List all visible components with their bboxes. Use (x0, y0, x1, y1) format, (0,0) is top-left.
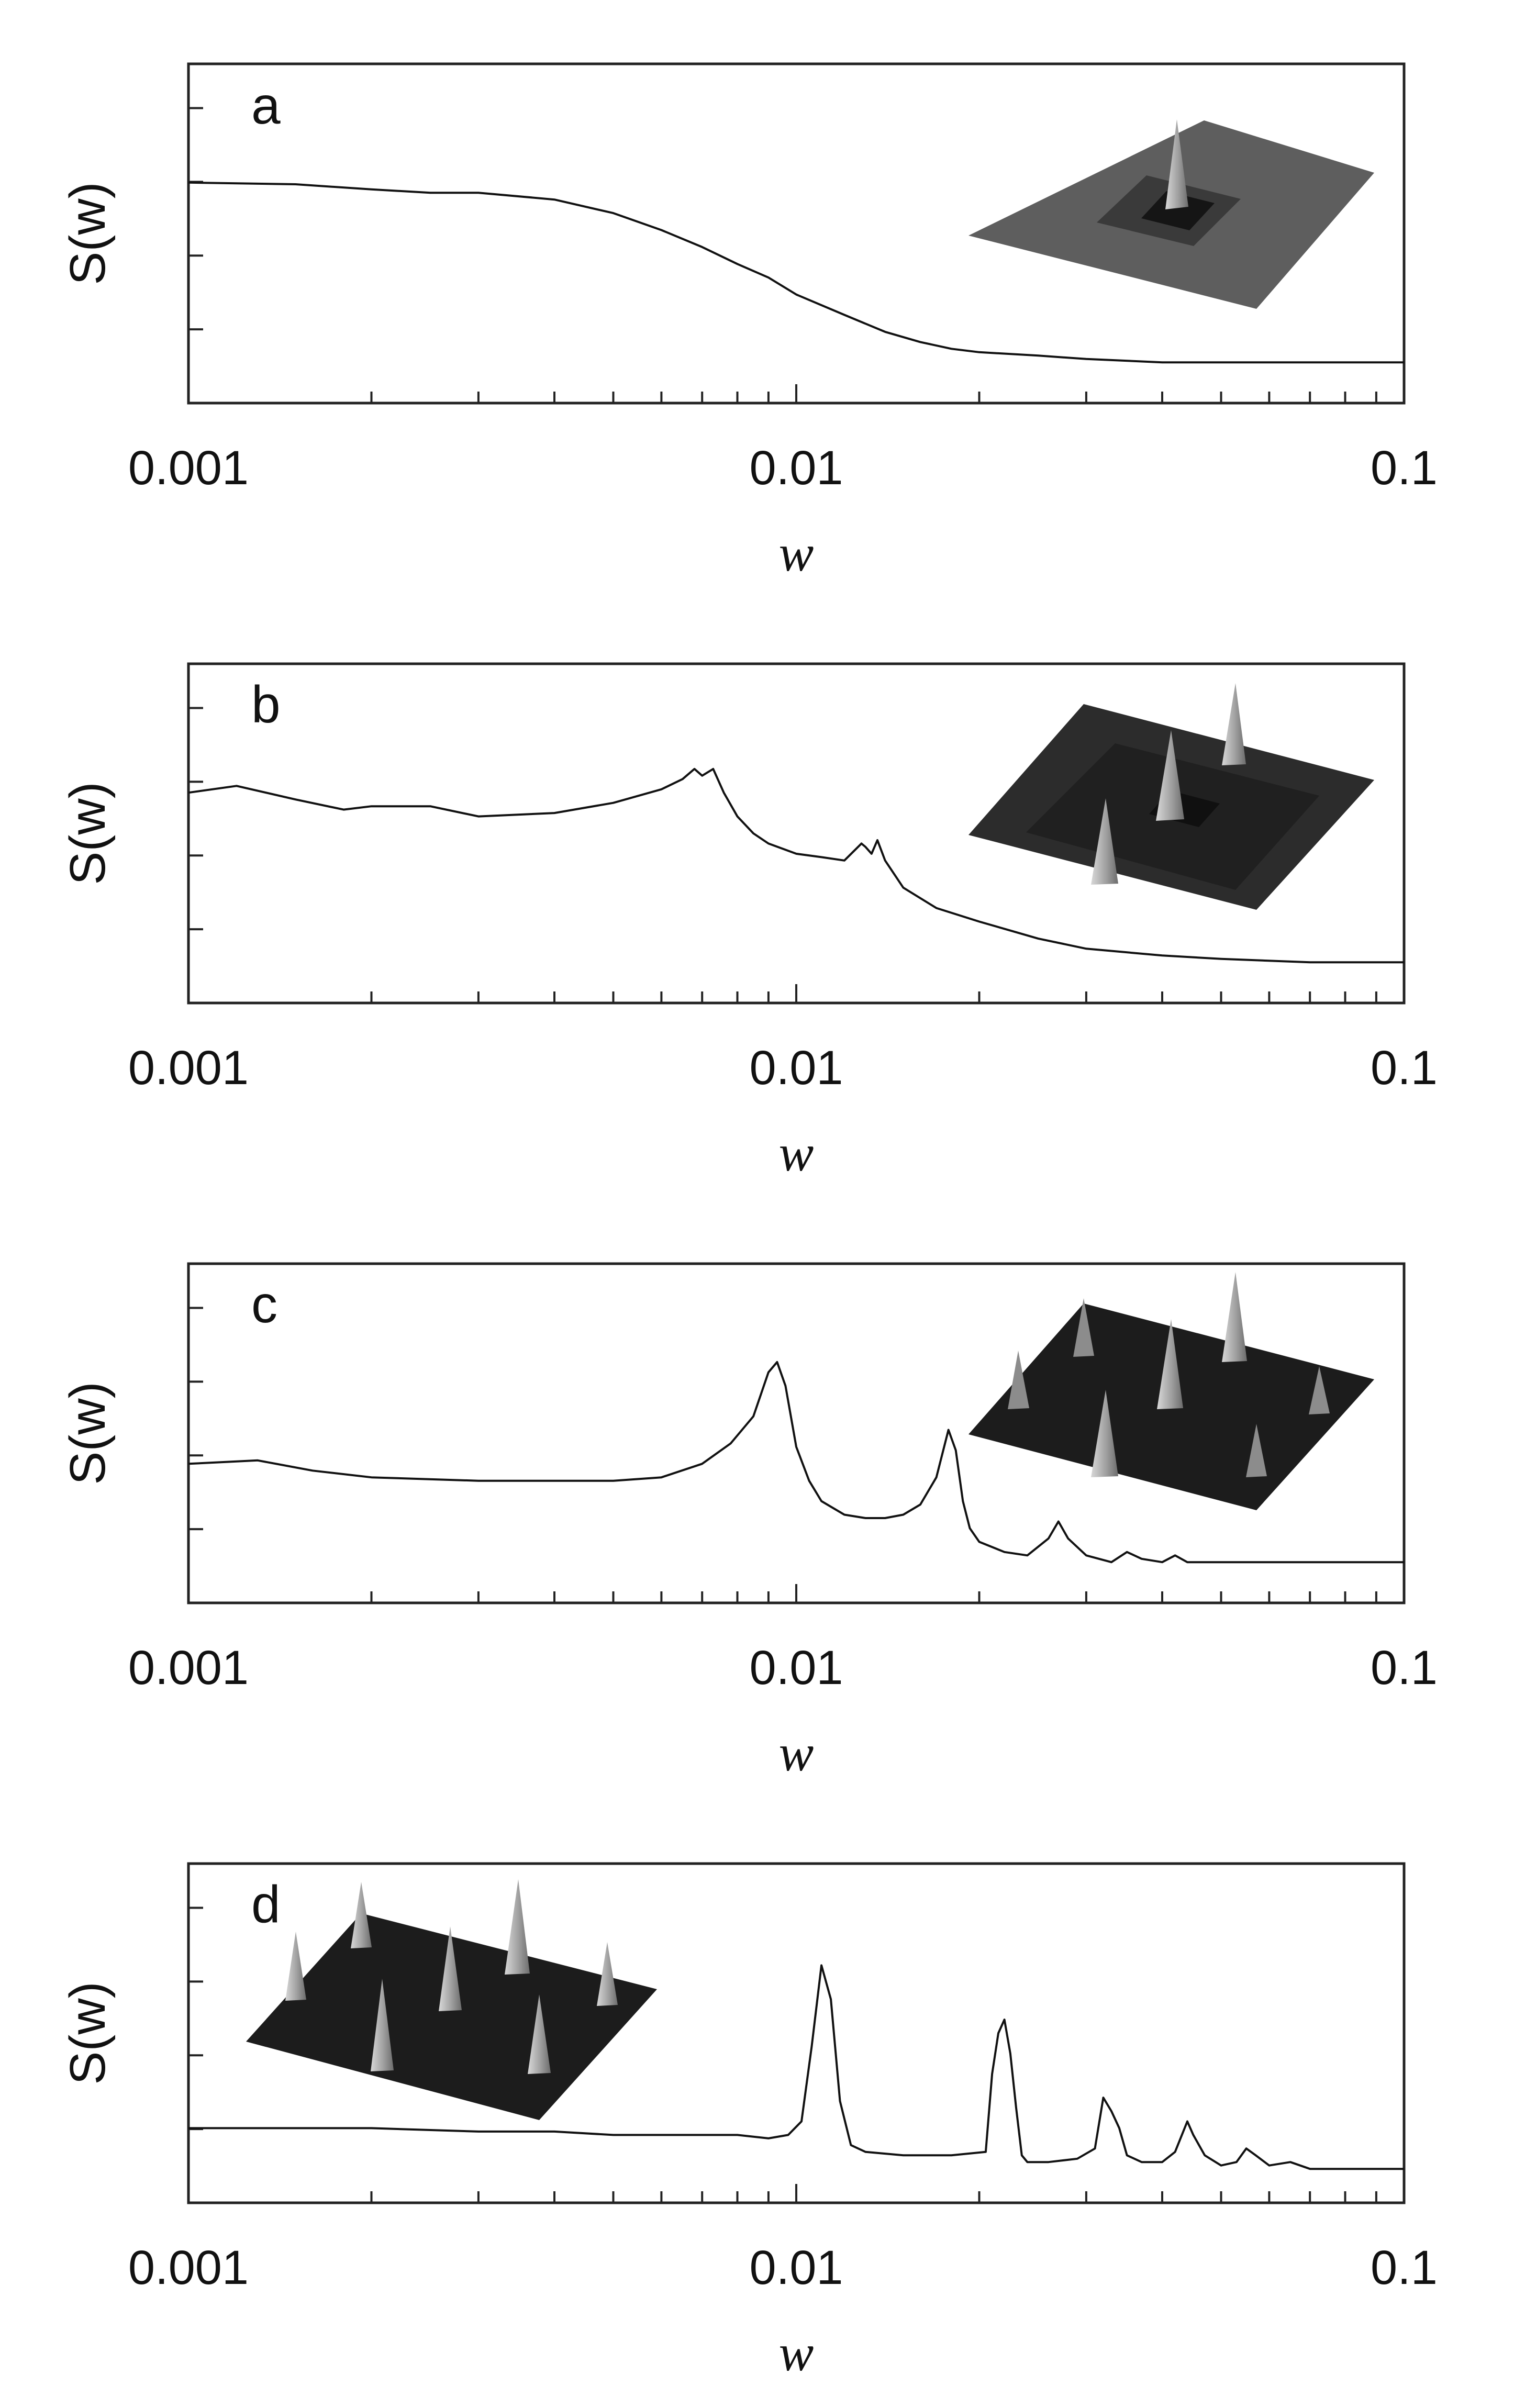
y-axis-label-d: S(w) (60, 1981, 116, 2084)
panel-label-a: a (251, 76, 281, 135)
y-ticks-b (188, 707, 203, 931)
x-axis-label-a: w (779, 524, 814, 582)
panel-a: a S(w) w 0.001 0.01 0.1 (60, 62, 1438, 582)
panel-label-b: b (251, 675, 281, 734)
y-axis-label-a: S(w) (60, 182, 116, 285)
series-line-d (188, 1964, 1404, 2170)
x-tick-label: 0.1 (1371, 441, 1438, 495)
panel-label-d: d (251, 1875, 281, 1934)
x-tick-label: 0.001 (128, 441, 249, 495)
y-axis-label-c: S(w) (60, 1381, 116, 1485)
x-axis-label-c: w (779, 1724, 814, 1782)
panel-label-c: c (251, 1275, 277, 1334)
x-tick-label: 0.001 (128, 2241, 249, 2294)
x-axis-label-d: w (779, 2324, 814, 2382)
x-tick-label: 0.01 (749, 2241, 843, 2294)
x-tick-label: 0.1 (1371, 2241, 1438, 2294)
x-tick-label: 0.1 (1371, 1041, 1438, 1095)
x-axis-label-b: w (779, 1124, 814, 1182)
x-tick-label: 0.1 (1371, 1641, 1438, 1694)
y-axis-label-b: S(w) (60, 782, 116, 885)
x-ticks-b (187, 984, 1377, 1003)
x-tick-label: 0.01 (749, 441, 843, 495)
x-ticks-a (187, 384, 1377, 403)
y-ticks-c (188, 1307, 203, 1531)
panel-c: c S(w) w 0.001 0.01 0.1 (60, 1262, 1438, 1782)
series-line-a (188, 181, 1404, 364)
panel-b: b S(w) w 0.001 0.01 0.1 (60, 662, 1438, 1182)
y-ticks-a (188, 107, 203, 331)
x-tick-label: 0.01 (749, 1641, 843, 1694)
inset-surface-a (968, 119, 1374, 309)
y-ticks-d (188, 1907, 203, 2131)
x-tick-label: 0.01 (749, 1041, 843, 1095)
x-ticks-c (187, 1584, 1377, 1603)
series-line-b (188, 767, 1404, 964)
inset-surface-b (968, 683, 1374, 910)
x-tick-label: 0.001 (128, 1041, 249, 1095)
x-ticks-d (187, 2184, 1377, 2203)
series-line-c (188, 1361, 1404, 1564)
inset-surface-d (246, 1879, 657, 2120)
x-tick-label: 0.001 (128, 1641, 249, 1694)
panel-d: d S(w) w 0.001 0.01 0.1 (60, 1862, 1438, 2382)
inset-surface-c (968, 1272, 1374, 1510)
